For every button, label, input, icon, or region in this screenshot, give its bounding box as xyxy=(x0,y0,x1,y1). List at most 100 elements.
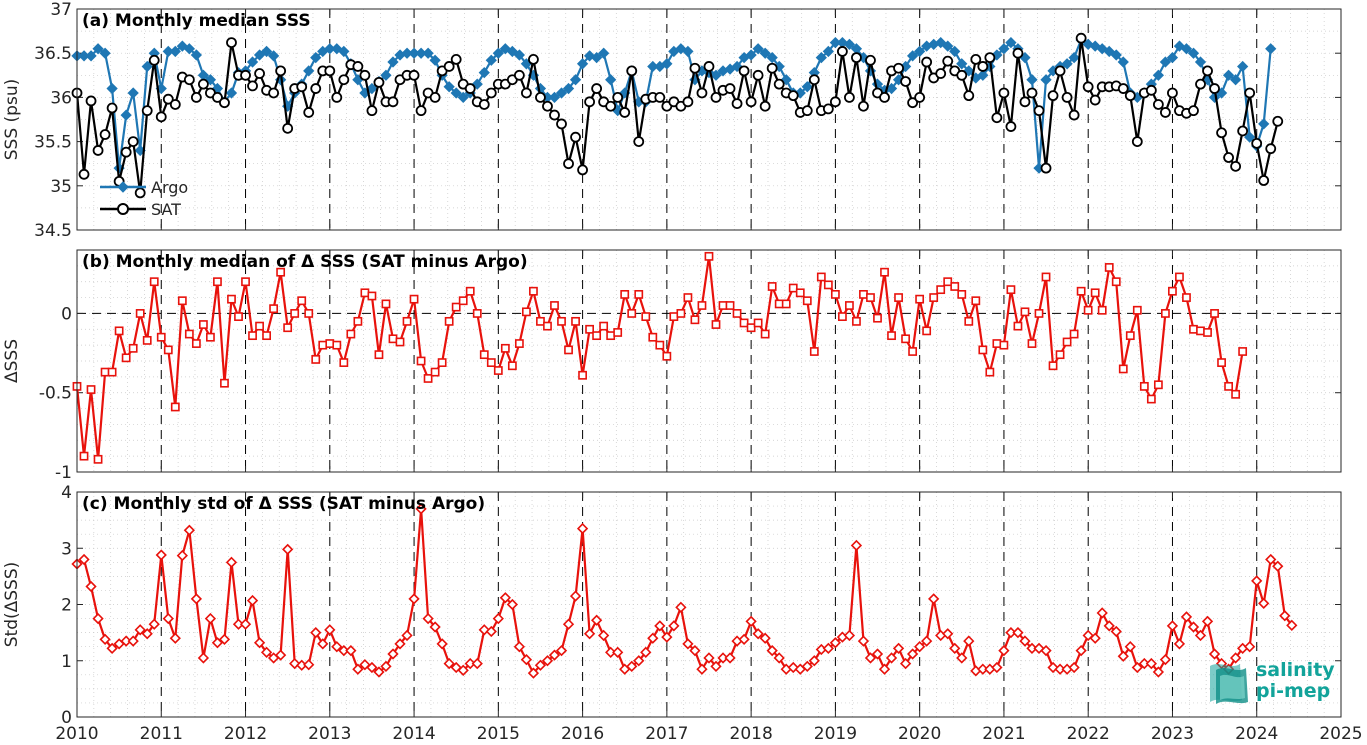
x-tick-label: 2017 xyxy=(645,724,688,744)
data-point xyxy=(921,56,933,68)
data-point xyxy=(633,136,645,148)
data-point xyxy=(443,81,455,93)
data-point xyxy=(289,657,301,670)
data-point xyxy=(253,637,266,649)
data-point xyxy=(1125,331,1135,341)
data-point xyxy=(436,638,448,650)
data-point xyxy=(248,331,257,341)
data-point xyxy=(120,109,132,121)
data-point xyxy=(971,296,981,306)
data-point xyxy=(689,62,701,74)
data-point xyxy=(633,655,645,667)
data-point xyxy=(472,309,482,318)
data-point xyxy=(984,52,996,64)
data-point xyxy=(787,90,799,102)
legend-argo-label: Argo xyxy=(151,178,188,197)
data-point xyxy=(634,289,644,299)
data-point xyxy=(331,641,343,653)
data-point xyxy=(739,318,749,328)
data-point xyxy=(1244,641,1256,653)
data-point xyxy=(535,92,546,103)
data-point xyxy=(598,47,610,59)
data-point xyxy=(324,65,336,77)
data-point xyxy=(513,641,526,653)
data-point xyxy=(1103,620,1115,632)
data-point xyxy=(99,633,111,646)
data-point xyxy=(626,65,638,77)
data-point xyxy=(929,293,939,302)
data-point xyxy=(506,45,518,58)
data-point xyxy=(135,309,145,318)
data-point xyxy=(766,62,778,74)
data-point xyxy=(845,301,854,310)
data-point xyxy=(851,52,862,64)
data-point xyxy=(1152,69,1165,81)
data-point xyxy=(169,99,181,110)
data-point xyxy=(352,663,364,675)
data-point xyxy=(458,296,468,306)
data-point xyxy=(866,293,875,302)
data-point xyxy=(1229,652,1242,664)
data-point xyxy=(873,313,882,323)
data-point xyxy=(296,81,308,93)
data-point xyxy=(773,652,785,664)
data-point xyxy=(1047,661,1059,674)
data-point xyxy=(822,45,834,58)
data-point xyxy=(774,299,784,309)
data-point xyxy=(213,277,222,287)
data-point xyxy=(331,92,343,103)
data-point xyxy=(576,58,589,70)
data-point xyxy=(942,628,954,640)
data-point xyxy=(471,657,483,670)
data-point xyxy=(169,632,181,644)
data-point xyxy=(697,301,707,310)
panel-b-title: (b) Monthly median of Δ SSS (SAT minus A… xyxy=(82,252,528,272)
legend-argo-marker xyxy=(117,181,129,193)
data-point xyxy=(218,633,231,646)
data-point xyxy=(1251,137,1263,149)
data-point xyxy=(450,661,462,674)
data-point xyxy=(255,321,264,331)
data-point xyxy=(529,286,538,296)
data-point xyxy=(710,92,722,103)
data-point xyxy=(598,629,610,642)
data-point xyxy=(1159,56,1172,68)
data-point xyxy=(253,49,266,61)
series-line-panel-1 xyxy=(75,255,1244,461)
data-point xyxy=(520,653,533,666)
data-point xyxy=(1026,87,1038,99)
data-point xyxy=(1167,87,1178,99)
data-point xyxy=(703,61,715,72)
data-point xyxy=(753,318,763,328)
data-point xyxy=(935,68,947,79)
data-point xyxy=(591,83,603,94)
data-point xyxy=(381,299,391,309)
data-point xyxy=(935,36,947,49)
data-point xyxy=(444,316,454,326)
data-point xyxy=(548,91,561,104)
data-point xyxy=(752,43,764,55)
data-point xyxy=(626,660,638,673)
data-point xyxy=(675,601,687,613)
data-point xyxy=(387,648,399,660)
data-point xyxy=(1124,90,1136,102)
data-point xyxy=(318,340,328,350)
data-point xyxy=(422,47,434,59)
data-point xyxy=(859,289,868,299)
data-point xyxy=(1152,666,1165,678)
data-point xyxy=(1208,648,1221,660)
data-point xyxy=(500,343,510,353)
data-point xyxy=(590,614,603,626)
data-point xyxy=(1019,96,1031,108)
data-point xyxy=(612,646,624,658)
data-point xyxy=(1217,358,1226,367)
data-point xyxy=(1131,661,1143,674)
data-point xyxy=(852,316,861,326)
data-point xyxy=(359,659,371,671)
data-point xyxy=(332,340,342,350)
data-point xyxy=(571,316,580,326)
data-point xyxy=(745,49,757,61)
pi-mep-logo: salinity pi-mep xyxy=(1210,659,1335,704)
data-point xyxy=(808,74,820,86)
data-point xyxy=(613,328,623,337)
